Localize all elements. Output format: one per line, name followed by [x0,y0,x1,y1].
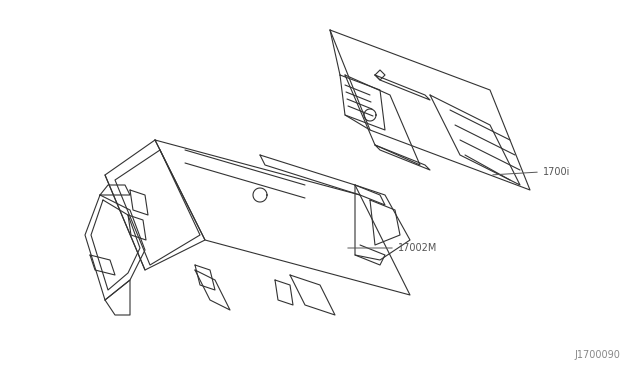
Text: J1700090: J1700090 [574,350,620,360]
Text: 17002M: 17002M [398,243,437,253]
Text: 1700i: 1700i [543,167,570,177]
